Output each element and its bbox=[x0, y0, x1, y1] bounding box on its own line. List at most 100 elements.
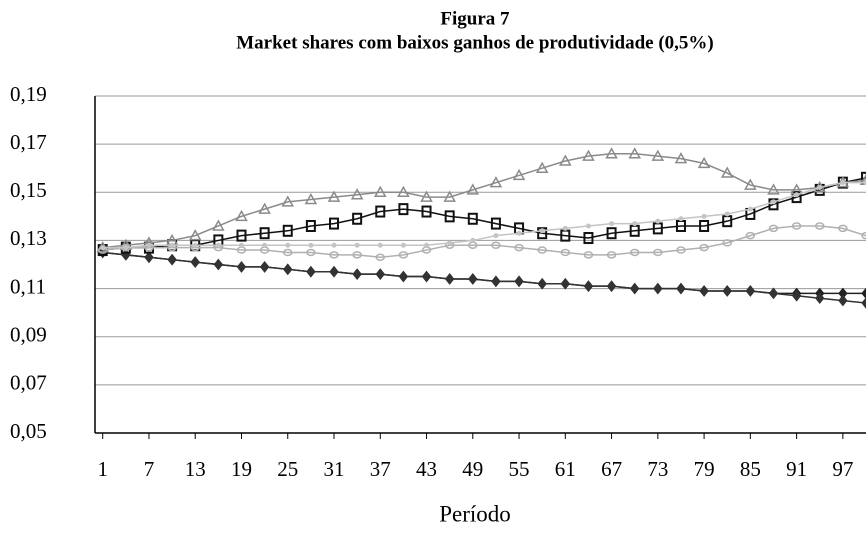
point-marker bbox=[768, 287, 779, 300]
point-marker bbox=[491, 241, 501, 249]
point-marker bbox=[167, 253, 177, 266]
x-tick-label: 49 bbox=[462, 457, 483, 481]
point-marker bbox=[791, 222, 802, 230]
point-marker bbox=[629, 248, 640, 257]
point-marker bbox=[375, 268, 385, 280]
point-marker bbox=[744, 178, 757, 190]
point-marker bbox=[493, 233, 499, 239]
point-marker bbox=[678, 216, 684, 222]
point-marker bbox=[583, 280, 594, 292]
x-tick-label: 19 bbox=[231, 457, 252, 481]
point-marker bbox=[213, 258, 224, 271]
x-tick-label: 1 bbox=[97, 457, 108, 481]
point-marker bbox=[377, 242, 383, 248]
x-tick-label: 7 bbox=[144, 457, 155, 481]
point-marker bbox=[467, 212, 478, 225]
point-marker bbox=[470, 237, 476, 243]
point-marker bbox=[676, 282, 686, 295]
point-marker bbox=[745, 231, 756, 240]
point-marker bbox=[583, 251, 594, 259]
point-marker bbox=[188, 229, 202, 241]
point-marker bbox=[861, 297, 866, 309]
point-marker bbox=[653, 282, 663, 295]
point-marker bbox=[100, 245, 106, 251]
x-tick-label: 67 bbox=[601, 457, 622, 481]
point-marker bbox=[606, 251, 617, 259]
point-marker bbox=[375, 205, 386, 218]
x-axis-label: Período bbox=[439, 501, 511, 526]
point-marker bbox=[146, 242, 152, 248]
point-marker bbox=[306, 265, 316, 278]
point-marker bbox=[512, 168, 526, 181]
point-marker bbox=[747, 206, 753, 212]
point-marker bbox=[861, 171, 866, 184]
series-line bbox=[102, 177, 866, 251]
point-marker bbox=[537, 246, 547, 254]
x-tick-label: 61 bbox=[555, 457, 576, 481]
point-marker bbox=[745, 285, 755, 297]
point-marker bbox=[838, 294, 848, 307]
point-marker bbox=[537, 227, 548, 240]
point-marker bbox=[398, 251, 409, 259]
point-marker bbox=[560, 248, 571, 257]
point-marker bbox=[767, 183, 780, 195]
point-marker bbox=[421, 270, 432, 283]
x-tick-label: 85 bbox=[740, 457, 761, 481]
point-marker bbox=[768, 198, 779, 211]
point-marker bbox=[585, 223, 591, 229]
point-marker bbox=[701, 213, 707, 219]
point-marker bbox=[655, 218, 661, 224]
point-marker bbox=[770, 199, 776, 205]
point-marker bbox=[489, 176, 503, 188]
point-marker bbox=[420, 190, 433, 202]
point-marker bbox=[861, 231, 866, 240]
point-marker bbox=[424, 242, 430, 248]
point-marker bbox=[606, 227, 617, 240]
point-marker bbox=[720, 166, 734, 178]
point-marker bbox=[863, 180, 866, 186]
point-marker bbox=[375, 253, 386, 262]
point-marker bbox=[169, 242, 175, 248]
series-line bbox=[102, 181, 866, 249]
x-tick-label: 25 bbox=[277, 457, 298, 481]
point-marker bbox=[329, 251, 339, 259]
point-marker bbox=[447, 240, 453, 246]
point-marker bbox=[582, 149, 595, 161]
x-tick-label: 97 bbox=[832, 457, 853, 481]
point-marker bbox=[305, 219, 316, 232]
point-marker bbox=[791, 191, 802, 204]
y-tick-label: 0,15 bbox=[10, 178, 47, 202]
point-marker bbox=[791, 289, 802, 302]
point-marker bbox=[400, 242, 406, 248]
point-marker bbox=[144, 251, 154, 264]
point-marker bbox=[628, 147, 641, 159]
point-marker bbox=[190, 256, 200, 268]
x-tick-label: 55 bbox=[509, 457, 530, 481]
y-tick-label: 0,13 bbox=[10, 226, 47, 250]
point-marker bbox=[606, 280, 617, 292]
point-marker bbox=[468, 273, 478, 285]
y-tick-label: 0,05 bbox=[10, 419, 47, 443]
point-marker bbox=[466, 183, 480, 195]
y-tick-label: 0,07 bbox=[10, 371, 47, 395]
point-marker bbox=[262, 242, 268, 248]
y-tick-label: 0,11 bbox=[10, 274, 46, 298]
y-tick-label: 0,09 bbox=[10, 323, 47, 347]
point-marker bbox=[699, 285, 709, 297]
point-marker bbox=[490, 217, 501, 230]
point-marker bbox=[632, 221, 638, 227]
point-marker bbox=[304, 192, 318, 205]
series-line bbox=[102, 225, 866, 259]
point-marker bbox=[352, 212, 363, 225]
point-marker bbox=[699, 243, 709, 252]
point-marker bbox=[283, 248, 293, 257]
y-tick-label: 0,17 bbox=[10, 130, 47, 154]
point-marker bbox=[859, 173, 866, 185]
point-marker bbox=[352, 268, 362, 280]
point-marker bbox=[674, 152, 688, 164]
series-line bbox=[102, 251, 866, 304]
point-marker bbox=[443, 190, 456, 202]
point-marker bbox=[724, 211, 730, 217]
point-marker bbox=[258, 202, 271, 214]
